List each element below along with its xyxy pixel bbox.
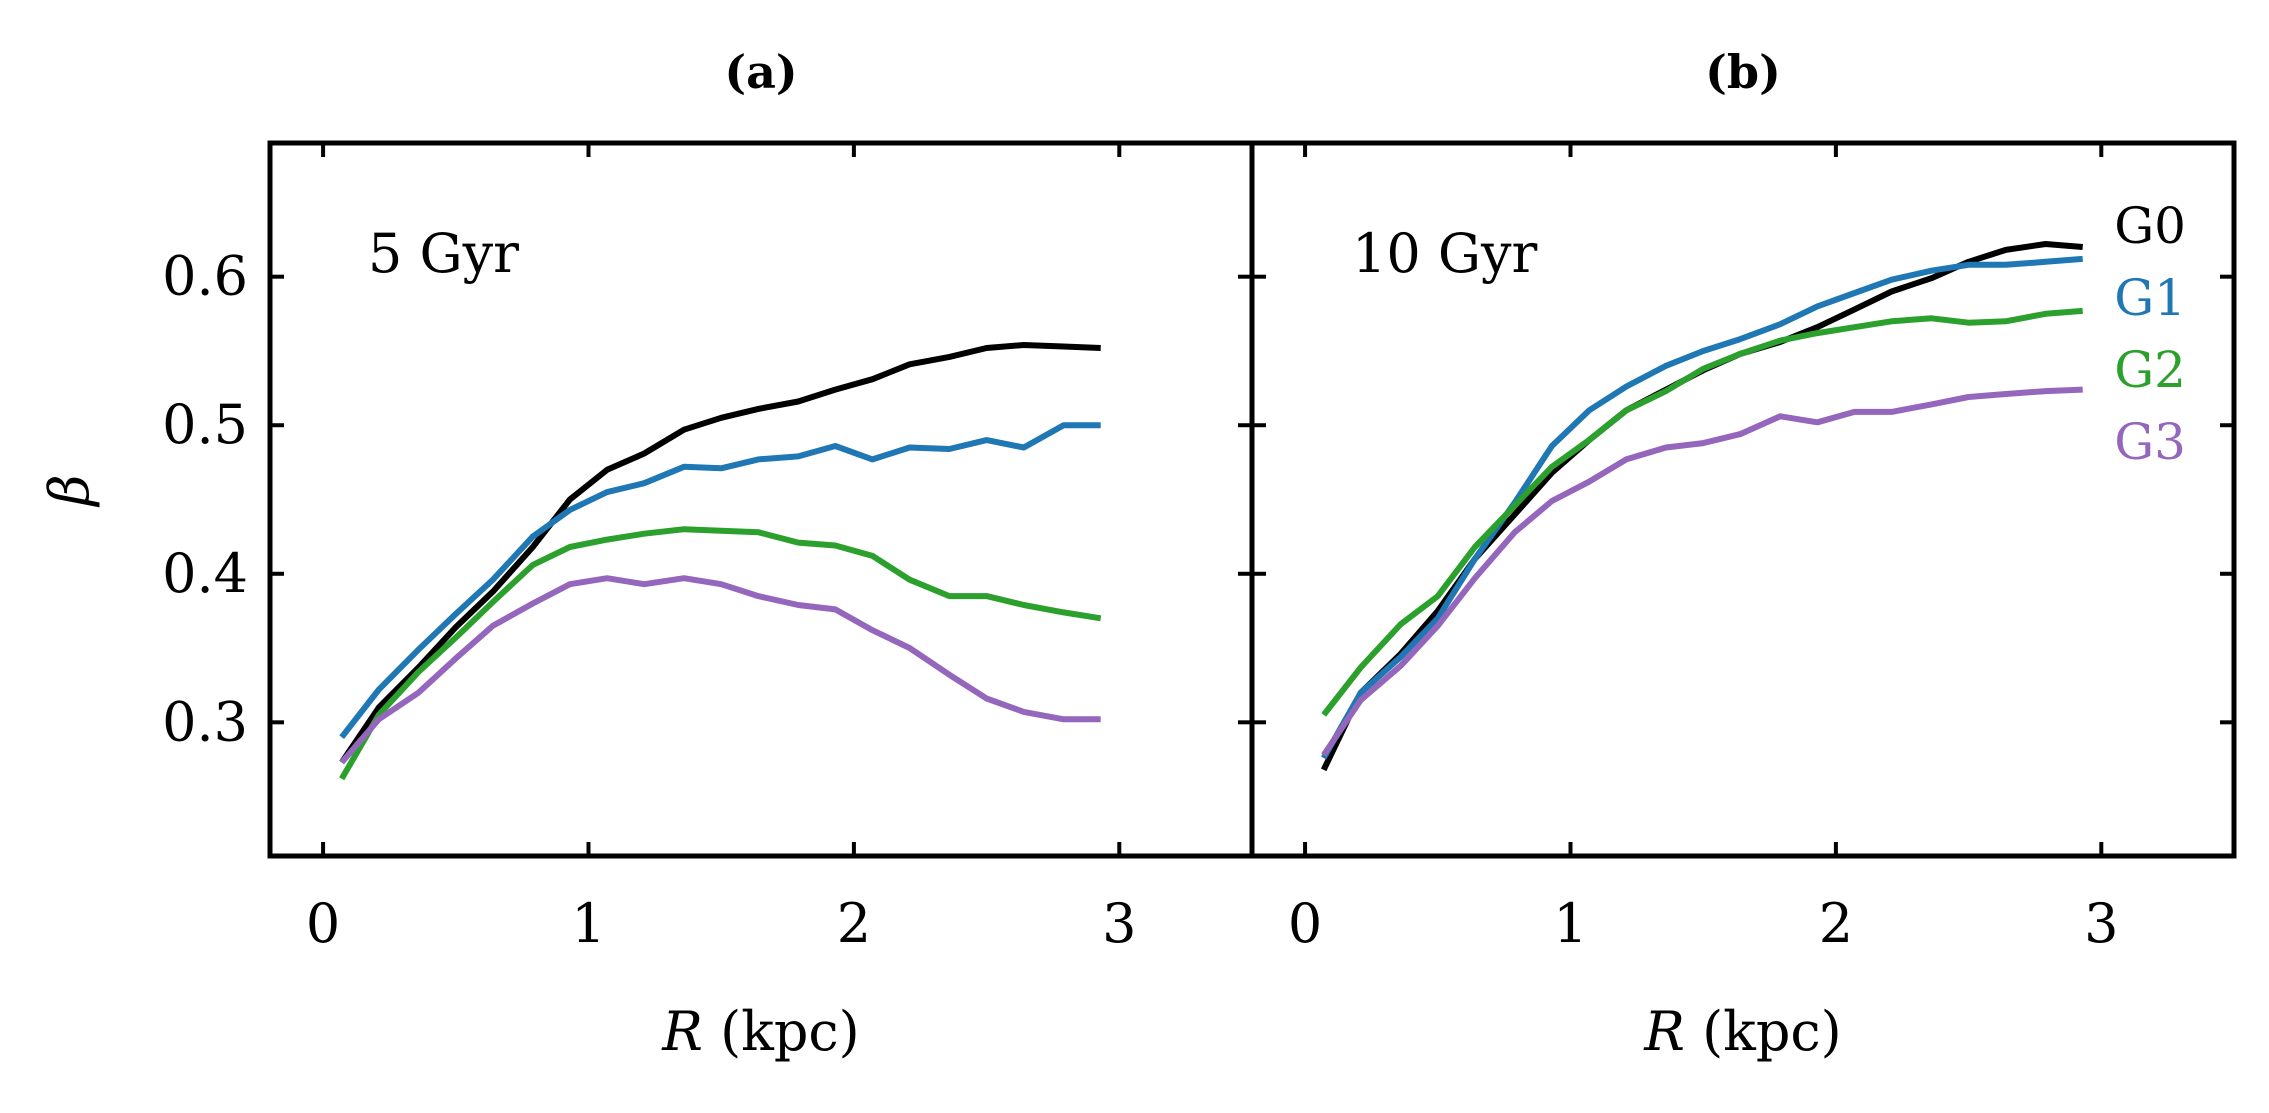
panel-a-series-g1 [339, 422, 1101, 740]
panel-a-ytick-label-3: 0.6 [162, 245, 248, 308]
panel-a-x-axis-unit: (kpc) [703, 1000, 860, 1063]
panel-a-series-g0 [339, 342, 1101, 765]
panel-b-annotation: 10 Gyr [1352, 222, 1538, 285]
panel-b-xtick-label-0: 0 [1288, 892, 1322, 955]
panel-a-ytick-label-0: 0.3 [162, 690, 248, 753]
panel-b-title: (b) [1705, 45, 1781, 99]
panel-b-legend-g3: G3 [2114, 413, 2186, 471]
panel-a-annotation: 5 Gyr [368, 222, 519, 285]
panel-b-frame [1249, 140, 2237, 859]
panel-a-x-axis-label: R (kpc) [661, 1000, 860, 1063]
panel-a-series-g2 [339, 526, 1102, 781]
panel-b: (b) 0 1 2 3 10 Gyr G0 G1 G2 G3 R (kpc) [1249, 45, 2237, 1063]
panel-a-series [339, 342, 1102, 781]
panel-b-xtick-label-2: 2 [1819, 892, 1853, 955]
panel-a-ytick-label-2: 0.5 [162, 393, 248, 456]
panel-a-xtick-label-2: 2 [837, 892, 871, 955]
panel-a-ytick-label-1: 0.4 [162, 542, 248, 605]
panel-a-x-axis-var: R [661, 1000, 703, 1063]
panel-b-series-g2 [1321, 307, 2083, 717]
panel-b-legend: G0 G1 G2 G3 [2114, 197, 2186, 471]
panel-b-series-g1 [1321, 255, 2083, 760]
panel-b-x-axis-var: R [1643, 1000, 1685, 1063]
panel-b-legend-g2: G2 [2114, 341, 2186, 399]
panel-b-legend-g0: G0 [2114, 197, 2186, 255]
panel-b-tick-labels: 0 1 2 3 [1288, 892, 2119, 955]
panel-a-xtick-label-1: 1 [571, 892, 605, 955]
panel-b-legend-g1: G1 [2114, 269, 2186, 327]
panel-b-x-axis-unit: (kpc) [1685, 1000, 1842, 1063]
panel-b-xtick-label-1: 1 [1553, 892, 1587, 955]
panel-b-xtick-label-3: 3 [2084, 892, 2118, 955]
panel-b-x-axis-label: R (kpc) [1643, 1000, 1842, 1063]
panel-a-xtick-label-0: 0 [306, 892, 340, 955]
panel-b-series [1320, 241, 2083, 772]
y-axis-label: β [38, 474, 101, 507]
panel-a-title: (a) [724, 45, 797, 99]
panel-a-tick-labels: 0 1 2 3 0.3 0.4 0.5 0.6 [162, 245, 1136, 955]
panel-a-series-g3 [339, 575, 1101, 765]
panel-b-series-g3 [1321, 386, 2083, 757]
panel-a-xtick-label-3: 3 [1102, 892, 1136, 955]
